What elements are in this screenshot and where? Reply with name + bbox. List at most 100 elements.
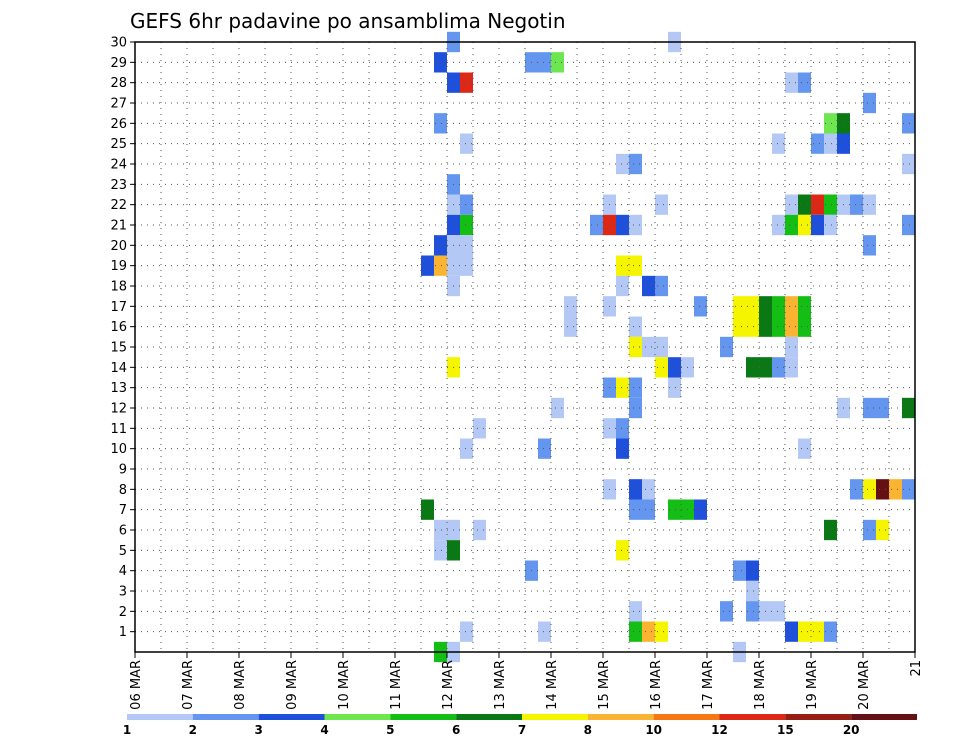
- y-axis-ticks: 1234567891011121314151617181920212223242…: [110, 36, 135, 640]
- heatmap-cell: [642, 275, 655, 297]
- x-tick-label: 14 MAR: [545, 660, 560, 710]
- heatmap-cell: [694, 499, 707, 520]
- colorbar-label: 5: [386, 723, 394, 737]
- heatmap-cell: [460, 235, 473, 256]
- y-tick-label: 12: [110, 402, 127, 417]
- heatmap-cell: [460, 438, 473, 459]
- heatmap-cell: [863, 519, 876, 541]
- x-tick-label: 15 MAR: [597, 660, 612, 710]
- x-tick-label: 07 MAR: [181, 660, 196, 710]
- y-tick-label: 14: [110, 361, 127, 376]
- heatmap-cell: [460, 133, 473, 154]
- y-tick-label: 22: [110, 198, 127, 213]
- y-tick-label: 19: [110, 259, 127, 274]
- heatmap-cell: [746, 580, 759, 602]
- heatmap-cell: [564, 296, 577, 317]
- colorbar-label: 20: [843, 723, 860, 737]
- colorbar-swatch: [719, 714, 786, 720]
- heatmap-cell: [642, 621, 655, 642]
- heatmap-cell: [785, 316, 798, 337]
- y-tick-label: 3: [119, 585, 127, 600]
- x-tick-label: 11 MAR: [389, 660, 404, 710]
- y-tick-label: 4: [119, 564, 127, 579]
- heatmap-cell: [850, 194, 863, 215]
- heatmap-cell: [434, 519, 447, 541]
- heatmap-cell: [590, 214, 603, 236]
- heatmap-cell: [421, 499, 434, 520]
- heatmap-cell: [811, 214, 824, 236]
- heatmap-cell: [642, 499, 655, 520]
- y-tick-label: 2: [119, 605, 127, 620]
- y-tick-label: 26: [110, 117, 127, 132]
- y-tick-label: 1: [119, 625, 127, 640]
- heatmap-cell: [629, 621, 642, 642]
- heatmap-cell: [655, 357, 668, 378]
- heatmap-cell: [824, 133, 837, 154]
- y-tick-label: 29: [110, 56, 127, 71]
- x-tick-label: 13 MAR: [493, 660, 508, 710]
- heatmap-cell: [668, 499, 681, 520]
- heatmap-cell: [655, 275, 668, 297]
- heatmap-cell: [785, 296, 798, 317]
- heatmap-cell: [772, 316, 785, 337]
- x-tick-label: 18 MAR: [753, 660, 768, 710]
- y-tick-label: 18: [110, 280, 127, 295]
- heatmap-cell: [460, 255, 473, 276]
- y-tick-label: 11: [110, 422, 127, 437]
- heatmap-cell: [668, 377, 681, 398]
- heatmap-cell: [629, 397, 642, 419]
- heatmap-cell: [538, 438, 551, 459]
- x-tick-label: 16 MAR: [649, 660, 664, 710]
- x-tick-label: 06 MAR: [129, 660, 144, 710]
- y-tick-label: 24: [110, 158, 127, 173]
- heatmap-cell: [824, 194, 837, 215]
- heatmap-cell: [551, 52, 564, 73]
- heatmap-cell: [811, 133, 824, 154]
- chart-title: GEFS 6hr padavine po ansamblima Negotin: [130, 9, 566, 33]
- y-tick-label: 27: [110, 97, 127, 112]
- heatmap-cell: [772, 133, 785, 154]
- heatmap-cell: [616, 275, 629, 297]
- heatmap-cell: [434, 52, 447, 73]
- heatmap-cell: [798, 194, 811, 215]
- colorbar-label: 10: [645, 723, 662, 737]
- colorbar-swatch: [785, 714, 852, 720]
- heatmap-cell: [434, 540, 447, 561]
- heatmap-cell: [785, 194, 798, 215]
- heatmap-cell: [772, 214, 785, 236]
- heatmap-cell: [824, 519, 837, 541]
- heatmap-cell: [772, 357, 785, 378]
- heatmap-cell: [668, 357, 681, 378]
- heatmap-cell: [538, 52, 551, 73]
- x-tick-label: 21: [909, 660, 924, 677]
- y-tick-label: 30: [110, 36, 127, 51]
- heatmap-cell: [616, 540, 629, 561]
- y-tick-label: 8: [119, 483, 127, 498]
- colorbar-label: 8: [584, 723, 592, 737]
- heatmap-cell: [434, 113, 447, 134]
- heatmap-cell: [798, 438, 811, 459]
- heatmap-cell: [785, 336, 798, 358]
- heatmap-cell: [798, 621, 811, 642]
- heatmap-cell: [824, 113, 837, 134]
- heatmap-cell: [629, 601, 642, 622]
- heatmap-cell: [629, 255, 642, 276]
- heatmap-cell: [473, 418, 486, 439]
- heatmap-cell: [863, 194, 876, 215]
- colorbar-label: 15: [777, 723, 794, 737]
- heatmap-cell: [733, 296, 746, 317]
- heatmap-cell: [460, 72, 473, 93]
- heatmap-cell: [746, 316, 759, 337]
- y-tick-label: 21: [110, 219, 127, 234]
- heatmap-cell: [629, 499, 642, 520]
- colorbar-label: 1: [123, 723, 131, 737]
- colorbar-label: 12: [711, 723, 728, 737]
- y-tick-label: 9: [119, 463, 127, 478]
- x-axis-ticks: 06 MAR 07 MAR 08 MAR 09 MAR 10 MAR 11 MAR 12 M…: [129, 652, 924, 710]
- heatmap-cell: [616, 377, 629, 398]
- y-tick-label: 7: [119, 503, 127, 518]
- colorbar-swatch: [258, 714, 325, 720]
- heatmap-cell: [811, 621, 824, 642]
- heatmap-cell: [616, 418, 629, 439]
